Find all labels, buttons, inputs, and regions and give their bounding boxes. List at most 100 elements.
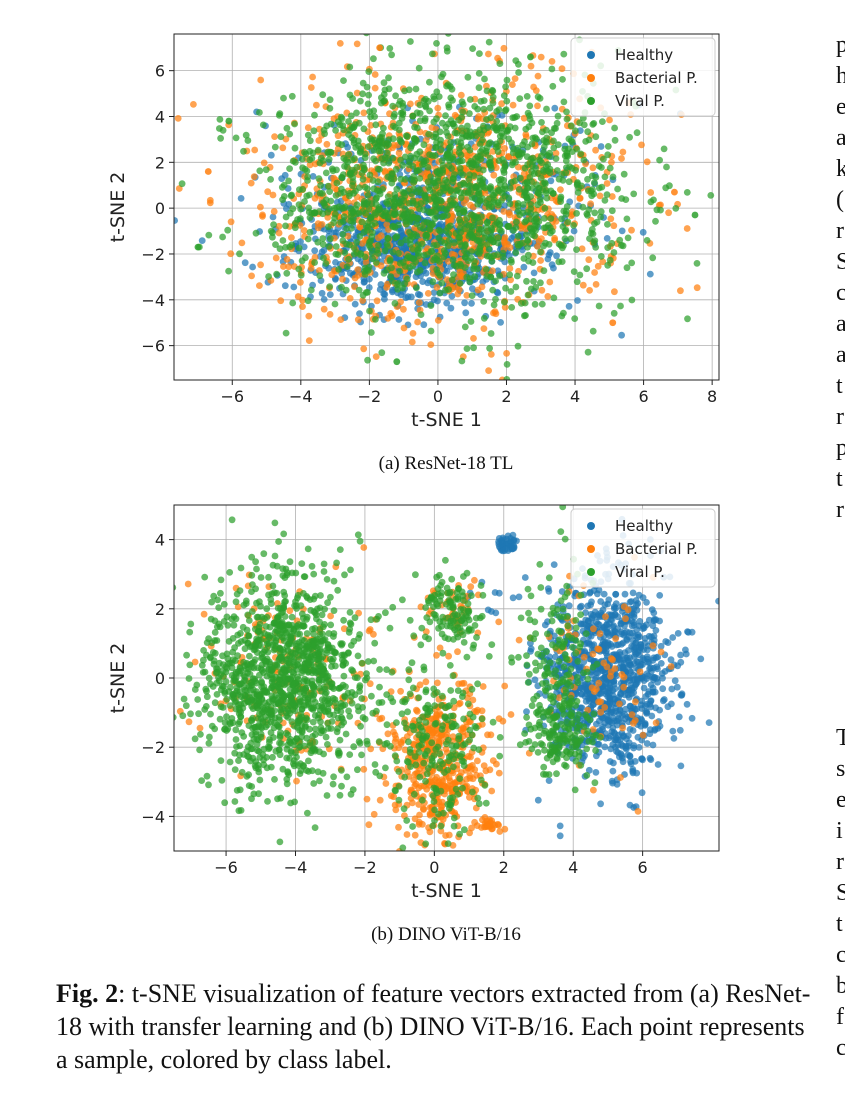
data-point xyxy=(469,161,477,168)
data-point xyxy=(402,236,410,244)
x-tick-label: 4 xyxy=(570,387,580,406)
data-point xyxy=(295,244,303,252)
data-point xyxy=(580,121,588,129)
data-point xyxy=(604,143,612,150)
data-point xyxy=(490,301,498,309)
data-point xyxy=(545,251,553,259)
data-point xyxy=(337,316,345,323)
data-point xyxy=(380,124,387,132)
data-point xyxy=(523,194,531,202)
data-point xyxy=(697,655,705,663)
data-point xyxy=(474,286,482,294)
data-point xyxy=(651,725,659,733)
y-tick-label: 6 xyxy=(155,62,165,81)
data-point xyxy=(486,184,494,192)
data-point xyxy=(495,201,502,209)
data-point xyxy=(279,237,287,244)
series-viral-p xyxy=(178,9,715,380)
data-point xyxy=(485,367,492,374)
data-point xyxy=(580,167,587,174)
data-point xyxy=(478,721,486,728)
data-point xyxy=(585,638,593,646)
data-point xyxy=(445,831,453,839)
data-point xyxy=(674,630,682,637)
data-point xyxy=(668,685,676,693)
data-point xyxy=(507,288,515,295)
data-point xyxy=(420,806,427,813)
data-point xyxy=(346,63,354,71)
data-point xyxy=(464,143,472,151)
data-point xyxy=(336,40,344,47)
data-point xyxy=(489,214,496,222)
data-point xyxy=(427,327,435,335)
scatter-points xyxy=(174,505,719,860)
legend-label: Viral P. xyxy=(615,92,665,110)
data-point xyxy=(534,93,542,101)
data-point xyxy=(451,111,459,119)
data-point xyxy=(459,17,466,24)
data-point xyxy=(440,253,448,261)
data-point xyxy=(434,104,442,112)
y-tick-label: 4 xyxy=(155,107,165,126)
data-point xyxy=(567,212,575,220)
data-point xyxy=(609,173,617,181)
data-point xyxy=(414,214,421,222)
data-point xyxy=(501,682,509,690)
data-point xyxy=(304,131,312,139)
data-point xyxy=(406,157,413,165)
data-point xyxy=(540,149,548,156)
data-point xyxy=(386,45,394,52)
data-point xyxy=(443,731,451,739)
data-point xyxy=(553,167,561,174)
data-point xyxy=(509,594,517,602)
data-point xyxy=(290,283,298,291)
data-point xyxy=(490,171,498,179)
data-point xyxy=(346,295,354,302)
data-point xyxy=(468,223,475,231)
data-point xyxy=(458,143,465,150)
data-point xyxy=(448,292,456,300)
data-point xyxy=(509,114,517,122)
data-point xyxy=(403,9,410,16)
data-point xyxy=(464,853,471,860)
data-point xyxy=(524,291,532,299)
data-point xyxy=(283,256,291,263)
data-point xyxy=(381,97,388,105)
data-point xyxy=(416,101,424,109)
data-point xyxy=(383,240,391,248)
data-point xyxy=(574,297,581,304)
data-point xyxy=(559,177,567,184)
data-point xyxy=(311,259,318,266)
data-point xyxy=(499,133,507,140)
data-point xyxy=(474,200,482,208)
data-point xyxy=(347,112,355,120)
data-point xyxy=(595,740,603,748)
data-point xyxy=(367,244,374,252)
data-point xyxy=(503,128,511,135)
data-point xyxy=(626,133,633,141)
data-point xyxy=(339,231,347,238)
data-point xyxy=(464,122,471,130)
data-point xyxy=(503,76,511,84)
data-point xyxy=(359,176,367,183)
data-point xyxy=(278,183,286,191)
data-point xyxy=(500,44,508,52)
data-point xyxy=(321,130,328,138)
data-point xyxy=(543,134,551,142)
data-point xyxy=(295,265,303,273)
data-point xyxy=(289,299,297,307)
data-point xyxy=(332,276,339,283)
data-point xyxy=(426,78,433,86)
data-point xyxy=(664,703,672,711)
data-point xyxy=(376,206,384,213)
data-point xyxy=(480,105,488,113)
data-point xyxy=(456,157,464,165)
data-point xyxy=(468,292,476,299)
data-point xyxy=(240,147,247,155)
data-point xyxy=(691,211,699,219)
data-point xyxy=(626,726,634,733)
data-point xyxy=(379,130,386,138)
data-point xyxy=(521,189,529,197)
data-point xyxy=(343,225,350,232)
data-point xyxy=(505,153,512,160)
